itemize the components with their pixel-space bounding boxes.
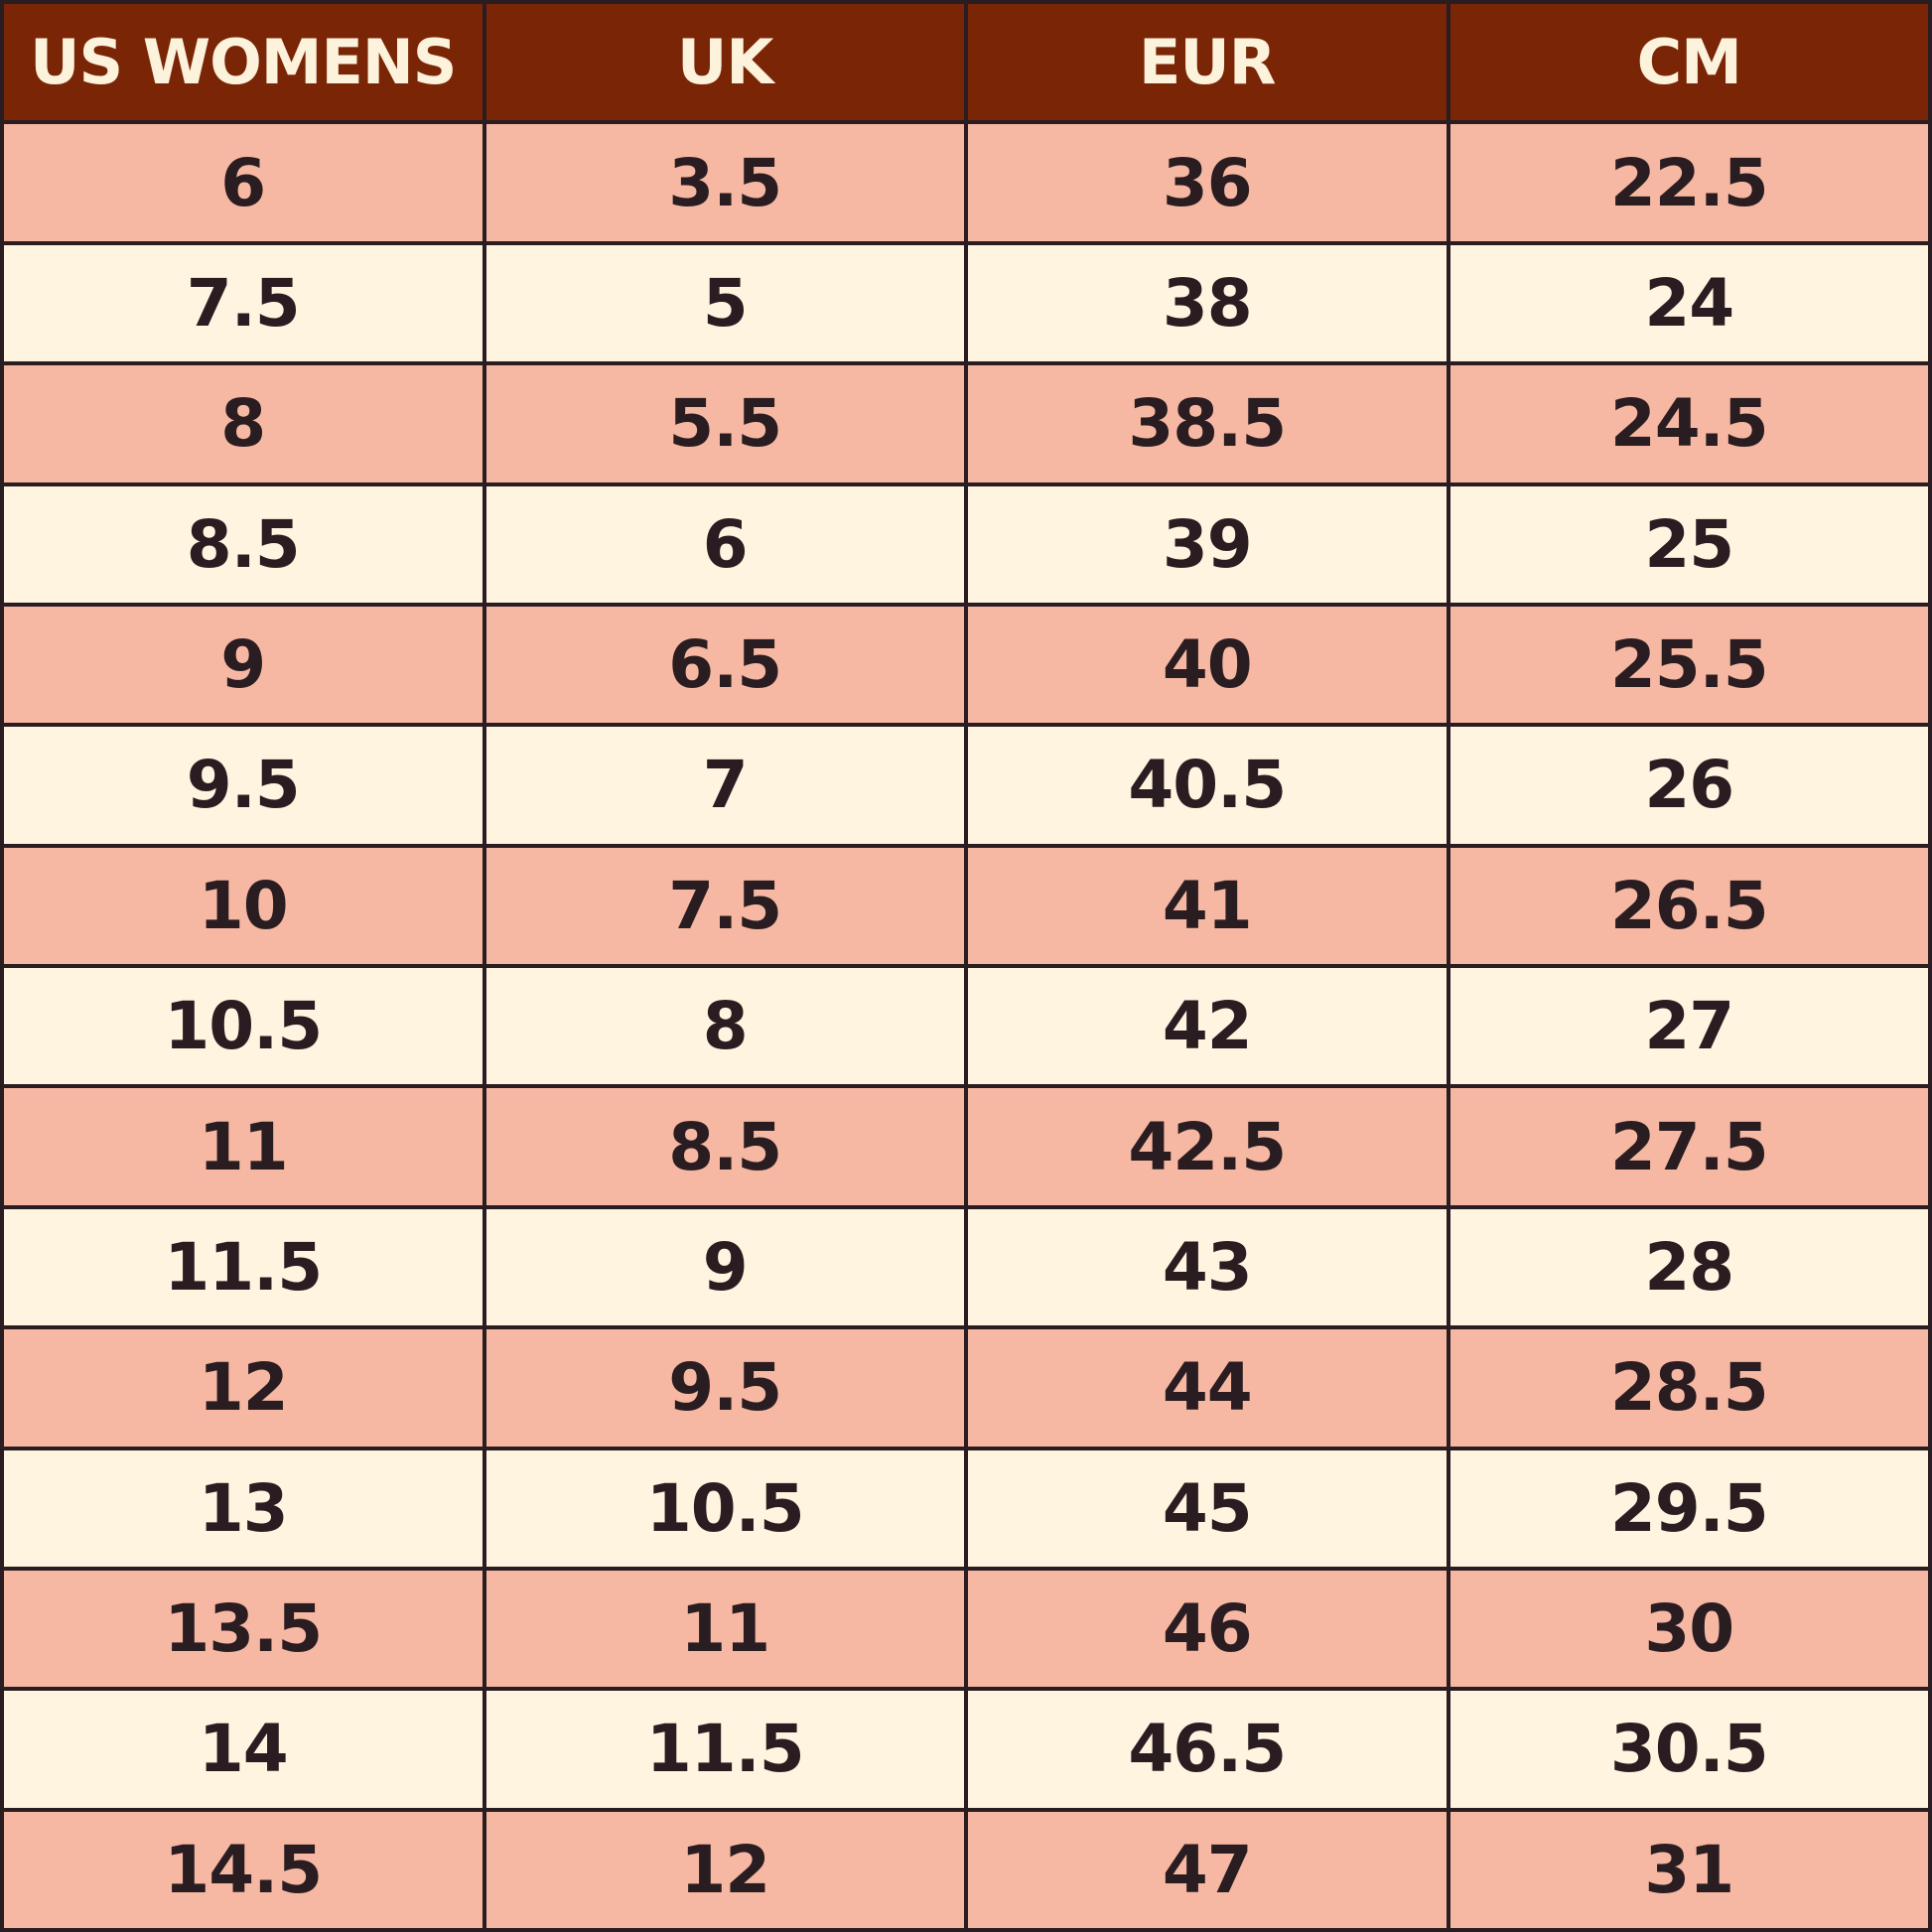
table-cell: 41 bbox=[968, 847, 1447, 964]
table-cell: 25.5 bbox=[1449, 606, 1928, 724]
table-cell: 11.5 bbox=[4, 1208, 483, 1326]
table-cell: 13.5 bbox=[4, 1570, 483, 1688]
table-cell: 39 bbox=[968, 485, 1447, 603]
table-cell: 38 bbox=[968, 244, 1447, 362]
table-cell: 11 bbox=[485, 1570, 964, 1688]
table-cell: 42 bbox=[968, 968, 1447, 1085]
table-cell: 29.5 bbox=[1449, 1449, 1928, 1567]
table-cell: 6 bbox=[485, 485, 964, 603]
table-cell: 12 bbox=[4, 1329, 483, 1447]
table-cell: 11.5 bbox=[485, 1691, 964, 1808]
table-cell: 22.5 bbox=[1449, 124, 1928, 241]
table-cell: 9.5 bbox=[4, 727, 483, 844]
table-cell: 6.5 bbox=[485, 606, 964, 724]
header-cell: US WOMENS bbox=[4, 4, 483, 121]
table-cell: 30 bbox=[1449, 1570, 1928, 1688]
table-cell: 26 bbox=[1449, 727, 1928, 844]
table-cell: 5.5 bbox=[485, 365, 964, 483]
table-cell: 38.5 bbox=[968, 365, 1447, 483]
table-cell: 10.5 bbox=[4, 968, 483, 1085]
table-cell: 45 bbox=[968, 1449, 1447, 1567]
table-cell: 28.5 bbox=[1449, 1329, 1928, 1447]
table-cell: 11 bbox=[4, 1088, 483, 1205]
table-cell: 46.5 bbox=[968, 1691, 1447, 1808]
table-cell: 40.5 bbox=[968, 727, 1447, 844]
table-cell: 46 bbox=[968, 1570, 1447, 1688]
table-cell: 24 bbox=[1449, 244, 1928, 362]
table-cell: 3.5 bbox=[485, 124, 964, 241]
header-cell: UK bbox=[485, 4, 964, 121]
table-cell: 8 bbox=[485, 968, 964, 1085]
table-cell: 47 bbox=[968, 1811, 1447, 1928]
table-cell: 13 bbox=[4, 1449, 483, 1567]
table-cell: 8.5 bbox=[4, 485, 483, 603]
table-cell: 27.5 bbox=[1449, 1088, 1928, 1205]
table-cell: 40 bbox=[968, 606, 1447, 724]
table-cell: 42.5 bbox=[968, 1088, 1447, 1205]
table-cell: 28 bbox=[1449, 1208, 1928, 1326]
table-cell: 30.5 bbox=[1449, 1691, 1928, 1808]
header-cell: CM bbox=[1449, 4, 1928, 121]
table-cell: 8.5 bbox=[485, 1088, 964, 1205]
table-cell: 44 bbox=[968, 1329, 1447, 1447]
table-cell: 24.5 bbox=[1449, 365, 1928, 483]
table-cell: 5 bbox=[485, 244, 964, 362]
table-cell: 25 bbox=[1449, 485, 1928, 603]
table-cell: 6 bbox=[4, 124, 483, 241]
table-cell: 7.5 bbox=[4, 244, 483, 362]
table-cell: 10 bbox=[4, 847, 483, 964]
table-cell: 14.5 bbox=[4, 1811, 483, 1928]
table-cell: 8 bbox=[4, 365, 483, 483]
header-cell: EUR bbox=[968, 4, 1447, 121]
table-cell: 7.5 bbox=[485, 847, 964, 964]
table-cell: 36 bbox=[968, 124, 1447, 241]
table-cell: 43 bbox=[968, 1208, 1447, 1326]
table-cell: 9 bbox=[485, 1208, 964, 1326]
table-cell: 26.5 bbox=[1449, 847, 1928, 964]
table-cell: 10.5 bbox=[485, 1449, 964, 1567]
table-cell: 14 bbox=[4, 1691, 483, 1808]
table-cell: 9 bbox=[4, 606, 483, 724]
table-cell: 9.5 bbox=[485, 1329, 964, 1447]
table-cell: 7 bbox=[485, 727, 964, 844]
table-cell: 12 bbox=[485, 1811, 964, 1928]
table-cell: 31 bbox=[1449, 1811, 1928, 1928]
table-cell: 27 bbox=[1449, 968, 1928, 1085]
